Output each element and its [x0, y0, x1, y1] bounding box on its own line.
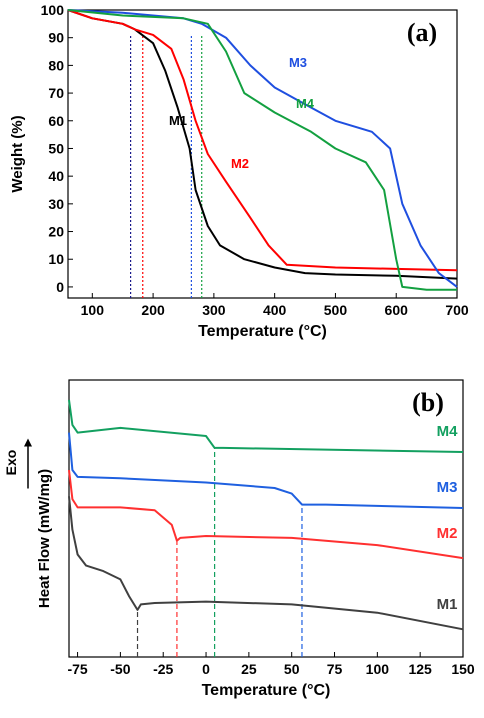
- x-tick-label: -75: [67, 661, 87, 677]
- x-tick-label: 50: [284, 661, 300, 677]
- y-tick-label: 40: [48, 168, 64, 184]
- y-tick-label: 60: [48, 113, 64, 129]
- y-tick-label: 70: [48, 85, 64, 101]
- panel-label: (a): [407, 18, 437, 47]
- y-tick-label: 10: [48, 251, 64, 267]
- series-label: M2: [437, 525, 458, 542]
- series-label: M4: [437, 423, 458, 440]
- series-line: [67, 9, 458, 272]
- y-axis-label: Heat Flow (mW/mg): [36, 469, 53, 608]
- series-label: M1: [437, 596, 458, 613]
- x-tick-label: 100: [366, 661, 390, 677]
- y-tick-label: 80: [48, 57, 64, 73]
- panel-label-box: [397, 384, 459, 420]
- panel-label-box: [391, 14, 453, 50]
- exo-arrowhead: [24, 438, 32, 447]
- exo-label: Exo: [3, 450, 19, 476]
- x-tick-label: 700: [445, 302, 469, 318]
- series-line: [68, 496, 464, 631]
- series-line: [67, 9, 457, 291]
- x-tick-label: 300: [202, 302, 226, 318]
- series-label: M3: [437, 479, 458, 496]
- series-label: M4: [296, 96, 315, 111]
- x-tick-label: 600: [385, 302, 409, 318]
- x-tick-label: 0: [202, 661, 210, 677]
- series-line: [67, 9, 458, 280]
- plot-frame: [67, 9, 458, 299]
- y-axis-label: Weight (%): [9, 115, 26, 192]
- y-tick-label: 100: [41, 2, 65, 18]
- x-tick-label: 200: [141, 302, 165, 318]
- series-label: M3: [289, 55, 307, 70]
- x-tick-label: 125: [408, 661, 432, 677]
- x-tick-label: 150: [451, 661, 475, 677]
- y-tick-label: 90: [48, 30, 64, 46]
- y-tick-label: 20: [48, 224, 64, 240]
- x-axis-label: Temperature (°C): [198, 323, 327, 340]
- x-axis-label: Temperature (°C): [202, 682, 331, 699]
- y-tick-label: 0: [56, 279, 64, 295]
- panel-label: (b): [412, 388, 444, 417]
- x-tick-label: 400: [263, 302, 287, 318]
- series-line: [68, 469, 464, 560]
- x-tick-label: -25: [153, 661, 173, 677]
- x-tick-label: 25: [241, 661, 257, 677]
- x-tick-label: 75: [327, 661, 343, 677]
- y-tick-label: 50: [48, 140, 64, 156]
- series-line: [68, 399, 464, 453]
- y-tick-label: 30: [48, 196, 64, 212]
- series-label: M1: [169, 113, 187, 128]
- series-line: [67, 9, 458, 288]
- x-tick-label: -50: [110, 661, 130, 677]
- series-label: M2: [231, 156, 249, 171]
- series-line: [68, 432, 464, 509]
- x-tick-label: 500: [324, 302, 348, 318]
- plot-frame: [68, 379, 464, 658]
- x-tick-label: 100: [81, 302, 105, 318]
